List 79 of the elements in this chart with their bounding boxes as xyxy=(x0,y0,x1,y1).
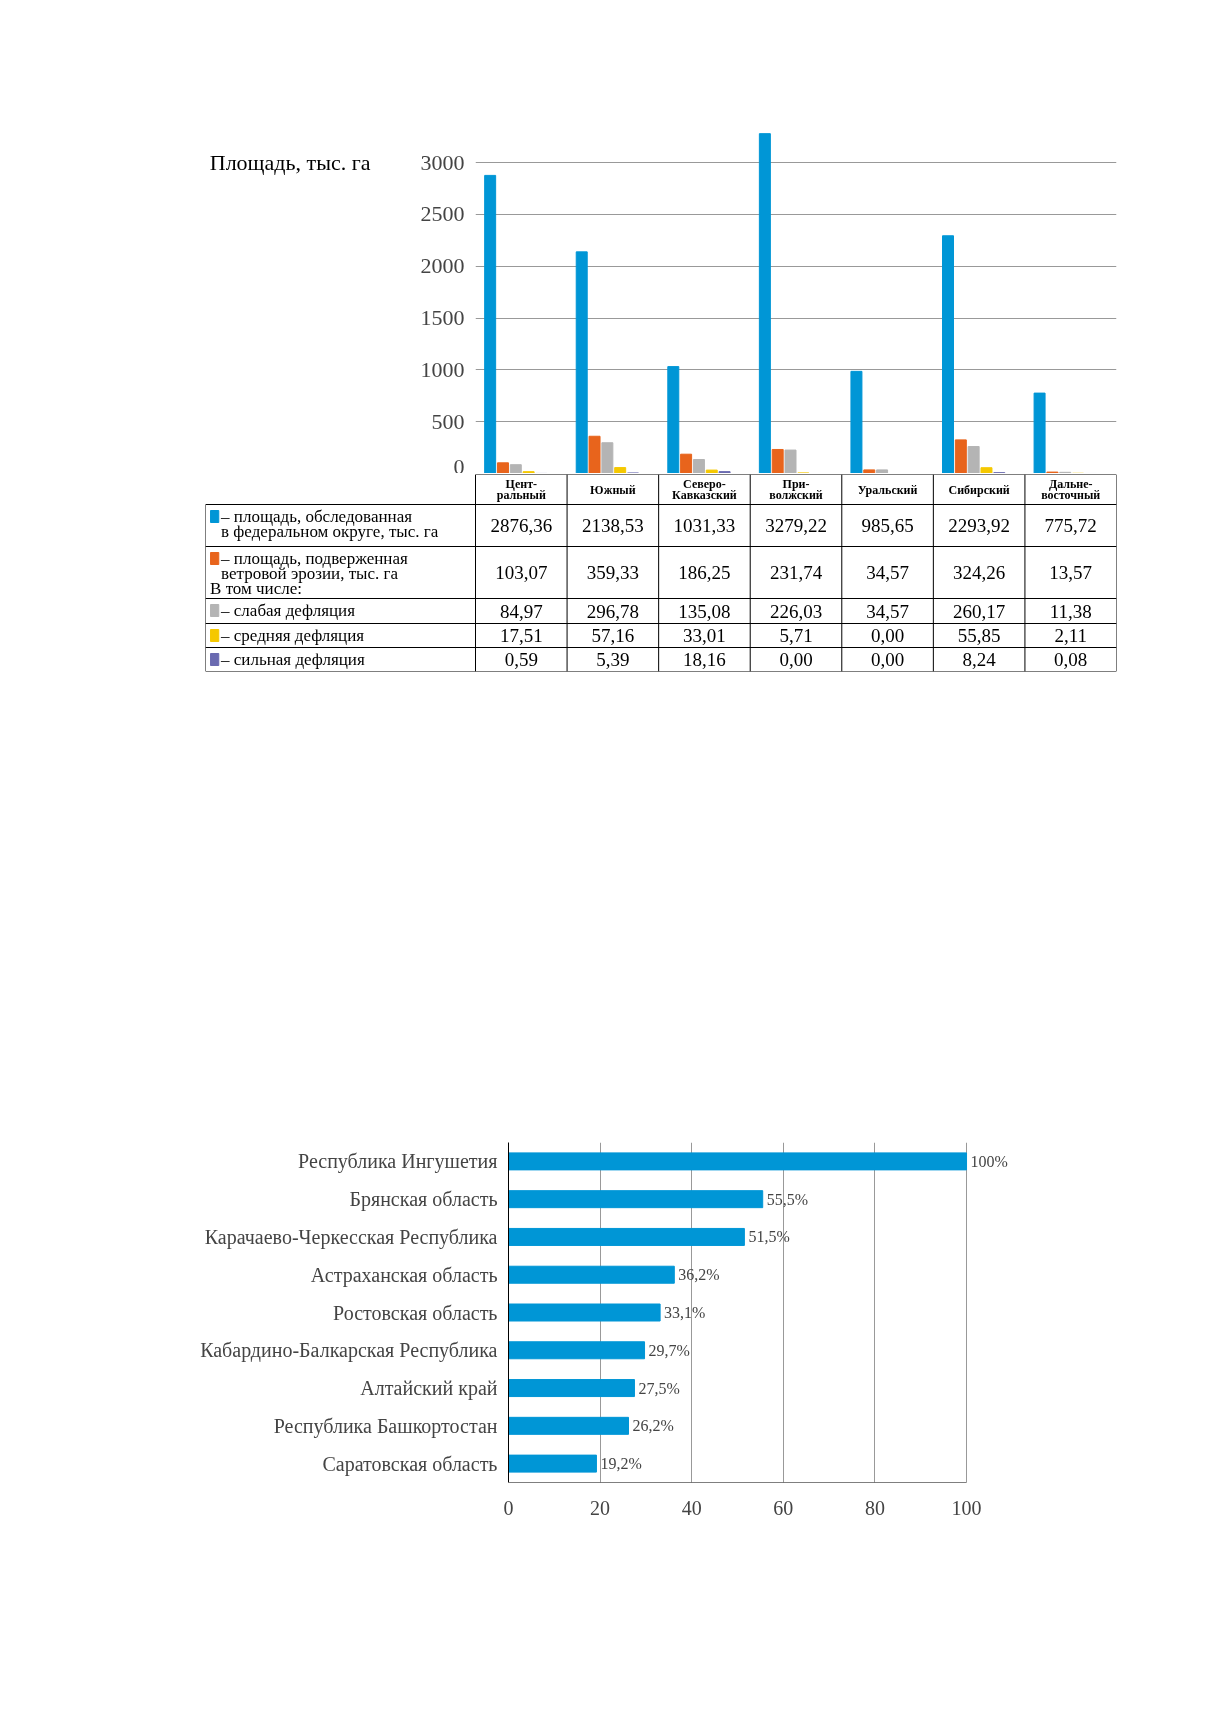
data-label: 36,2% xyxy=(678,1266,720,1284)
data-label: 19,2% xyxy=(600,1455,642,1473)
data-label: 13,57 xyxy=(1049,562,1093,583)
data-label: 27,5% xyxy=(638,1379,680,1397)
data-label: 324,26 xyxy=(953,562,1006,583)
y-tick-label: Ростовская область xyxy=(333,1301,498,1324)
y-tick-label: Саратовская область xyxy=(322,1452,498,1476)
data-label: 103,07 xyxy=(495,562,548,583)
x-tick-label: Дальне- восточный xyxy=(1041,477,1101,502)
data-label: 296,78 xyxy=(586,600,639,622)
data-label: 11,38 xyxy=(1049,600,1092,622)
x-tick-label: Уральский xyxy=(857,482,918,497)
data-label: 2138,53 xyxy=(581,515,644,536)
data-label: 5,71 xyxy=(779,625,813,646)
y-axis-title: Площадь, тыс. га xyxy=(209,150,371,176)
y-tick-label: Карачаево-Черкесская Республика xyxy=(204,1225,498,1249)
data-label: 100% xyxy=(970,1152,1008,1170)
y-tick-label: Республика Башкортостан xyxy=(273,1414,498,1438)
y-tick-label: 1000 xyxy=(420,356,465,382)
y-tick-label: 2500 xyxy=(420,201,465,227)
x-tick-label: Цент- ральный xyxy=(496,477,546,502)
data-label: 8,24 xyxy=(962,649,997,670)
data-label: 226,03 xyxy=(769,600,823,622)
x-tick-label: 100 xyxy=(951,1496,982,1519)
x-tick-label: 0 xyxy=(503,1496,514,1519)
x-tick-label: Сибирский xyxy=(948,482,1010,497)
data-label: 33,01 xyxy=(683,625,726,646)
data-label: 0,08 xyxy=(1054,649,1088,670)
data-label: 55,85 xyxy=(957,625,1001,646)
data-label: 186,25 xyxy=(678,562,731,583)
x-tick-label: 60 xyxy=(773,1496,794,1519)
data-label: 17,51 xyxy=(499,625,543,646)
y-tick-label: Астраханская область xyxy=(310,1263,498,1287)
data-label: 18,16 xyxy=(683,649,726,670)
y-tick-label: Брянская область xyxy=(349,1188,498,1212)
y-tick-label: 3000 xyxy=(420,149,465,175)
data-label: 2876,36 xyxy=(490,515,553,536)
x-tick-label: При- волжский xyxy=(769,477,823,502)
data-label: 1031,33 xyxy=(673,515,736,536)
y-tick-label: 500 xyxy=(431,408,465,434)
data-label: 2,11 xyxy=(1054,625,1087,646)
legend-label: – слабая дефляция xyxy=(220,601,356,620)
data-label: 34,57 xyxy=(866,562,909,583)
x-tick-label: Северо- Кавказский xyxy=(672,477,737,502)
y-tick-label: 0 xyxy=(453,453,465,479)
legend-label: – площадь, подверженная ветровой эрозии, тыс. га xyxy=(220,549,408,583)
y-tick-label: 2000 xyxy=(420,253,465,279)
legend-label: – сильная дефляция xyxy=(220,650,365,669)
data-label: 51,5% xyxy=(748,1228,790,1246)
data-label: 29,7% xyxy=(648,1341,690,1359)
data-label: 231,74 xyxy=(769,562,823,583)
legend-label: – площадь, обследованная в федеральном округе, тыс. га xyxy=(220,507,439,541)
data-label: 0,59 xyxy=(504,649,538,670)
x-tick-label: 20 xyxy=(590,1496,611,1519)
data-label: 0,00 xyxy=(870,625,905,646)
data-label: 3279,22 xyxy=(765,515,827,536)
data-label: 260,17 xyxy=(953,600,1006,622)
y-tick-label: Республика Ингушетия xyxy=(298,1150,498,1174)
data-label: 33,1% xyxy=(664,1304,706,1321)
data-label: 0,00 xyxy=(779,649,813,670)
data-label: 5,39 xyxy=(596,649,630,670)
x-tick-label: 40 xyxy=(681,1496,702,1519)
x-tick-label: 80 xyxy=(864,1496,885,1519)
data-label: 2293,92 xyxy=(948,515,1011,536)
data-label: 135,08 xyxy=(678,600,731,622)
data-label: 57,16 xyxy=(591,625,635,646)
y-tick-label: Кабардино-Балкарская Республика xyxy=(200,1339,498,1363)
data-label: 55,5% xyxy=(766,1190,809,1208)
data-label: 985,65 xyxy=(861,515,914,536)
data-label: 26,2% xyxy=(632,1417,674,1435)
x-tick-label: Южный xyxy=(590,482,636,497)
data-label: 0,00 xyxy=(870,649,905,670)
y-tick-label: 1500 xyxy=(420,305,465,331)
y-tick-label: Алтайский край xyxy=(360,1377,498,1401)
legend-label: – средняя дефляция xyxy=(220,626,365,645)
data-label: 34,57 xyxy=(866,600,909,622)
data-label: 84,97 xyxy=(499,600,543,622)
data-label: 775,72 xyxy=(1044,515,1097,536)
data-label: 359,33 xyxy=(586,562,639,583)
